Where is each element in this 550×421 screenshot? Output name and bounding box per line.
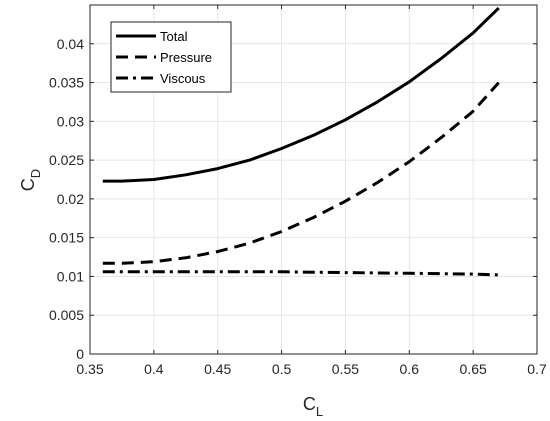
y-tick-label: 0 xyxy=(76,346,84,362)
x-tick-label: 0.45 xyxy=(204,361,231,377)
series-line-total xyxy=(102,7,500,183)
y-tick-label: 0.025 xyxy=(49,152,84,168)
axis-ticks xyxy=(89,5,538,355)
y-axis-label: CD xyxy=(18,169,43,191)
y-axis-label-group: CD xyxy=(18,169,43,191)
x-tick-label: 0.6 xyxy=(400,361,420,377)
x-tick-label: 0.7 xyxy=(527,361,547,377)
y-tick-label: 0.03 xyxy=(57,113,84,129)
y-tick-label: 0.04 xyxy=(57,36,84,52)
x-tick-labels: 0.35 0.4 0.45 0.5 0.55 0.6 0.65 0.7 xyxy=(76,361,547,377)
plot-frame xyxy=(89,4,538,355)
legend: Total Pressure Viscous xyxy=(110,21,232,93)
y-axis-label-subscript: D xyxy=(28,169,43,178)
legend-box xyxy=(110,21,232,93)
x-tick-label: 0.35 xyxy=(76,361,103,377)
x-axis-label-subscript: L xyxy=(316,404,323,419)
y-tick-label: 0.005 xyxy=(49,307,84,323)
series-line-viscous xyxy=(102,270,499,277)
legend-label-total: Total xyxy=(160,29,188,44)
x-tick-label: 0.55 xyxy=(332,361,359,377)
y-tick-label: 0.015 xyxy=(49,230,84,246)
y-tick-labels: 0 0.005 0.01 0.015 0.02 0.025 0.03 0.035 0.04 xyxy=(49,36,84,362)
x-tick-label: 0.65 xyxy=(460,361,487,377)
y-tick-label: 0.02 xyxy=(57,191,84,207)
x-tick-label: 0.5 xyxy=(272,361,292,377)
legend-label-viscous: Viscous xyxy=(160,71,206,86)
series-line-pressure xyxy=(102,81,500,265)
legend-label-pressure: Pressure xyxy=(160,50,212,65)
x-axis-label-main: C xyxy=(303,394,316,414)
legend-entries: Total Pressure Viscous xyxy=(116,29,212,86)
x-tick-label: 0.4 xyxy=(144,361,164,377)
series-lines xyxy=(102,7,500,277)
y-tick-label: 0.01 xyxy=(57,268,84,284)
y-axis-label-main: C xyxy=(18,178,38,191)
x-axis-label: CL xyxy=(303,394,323,419)
y-tick-label: 0.035 xyxy=(49,75,84,91)
